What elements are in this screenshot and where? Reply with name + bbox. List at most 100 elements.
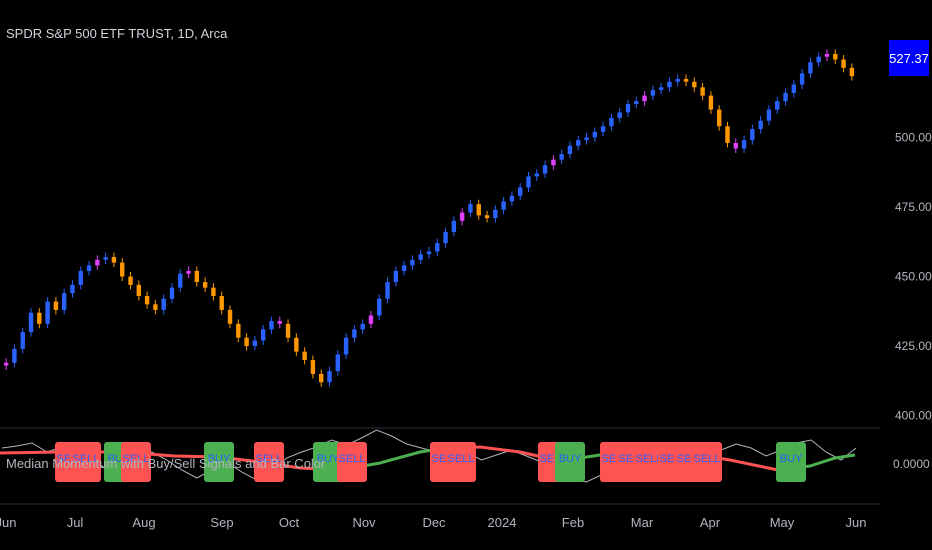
- time-tick-label: Nov: [352, 515, 376, 530]
- candle-body: [692, 81, 697, 88]
- candle-body: [658, 87, 664, 91]
- candle-body: [252, 340, 258, 347]
- sell-signal-label: SELL: [73, 453, 100, 465]
- buy-signal-label: BUY: [780, 453, 803, 465]
- candle-body: [310, 360, 316, 374]
- candle-body: [667, 81, 672, 88]
- candle-body: [476, 204, 481, 216]
- candle-body: [45, 301, 50, 324]
- candle-body: [824, 53, 830, 57]
- candle-body: [20, 332, 25, 349]
- candle-body: [327, 371, 332, 383]
- candle-body: [260, 329, 266, 341]
- sell-signal-label: SELL: [636, 453, 663, 465]
- candle-body: [53, 301, 59, 310]
- candle-body: [377, 298, 382, 316]
- buy-signal-box: [555, 442, 585, 482]
- candle-body: [708, 95, 714, 110]
- candle-body: [3, 362, 9, 366]
- time-tick-label: Mar: [631, 515, 654, 530]
- candle-body: [683, 78, 689, 82]
- candle-body: [393, 270, 399, 283]
- candle-body: [493, 209, 498, 219]
- candle-body: [319, 373, 324, 383]
- candle-body: [501, 201, 506, 210]
- candle-body: [277, 321, 282, 324]
- candlestick-series: [3, 49, 855, 387]
- price-tick-label: 450.00: [895, 270, 932, 284]
- candle-body: [169, 287, 175, 299]
- candle-body: [426, 251, 432, 255]
- candle-body: [600, 126, 606, 132]
- time-tick-label: Feb: [562, 515, 584, 530]
- candle-body: [12, 348, 17, 363]
- candle-body: [518, 187, 523, 196]
- price-axis[interactable]: 400.00 425.00 450.00 475.00 500.00 0.0000: [893, 130, 932, 471]
- sell-signal-label: SELL: [694, 453, 721, 465]
- candle-body: [368, 315, 374, 324]
- sell-signal-label: SELL: [448, 453, 475, 465]
- time-tick-label: Dec: [422, 515, 446, 530]
- time-tick-label: May: [770, 515, 795, 530]
- candle-body: [343, 337, 349, 355]
- candle-body: [799, 73, 805, 85]
- sell-signal-box: [254, 442, 284, 482]
- candle-body: [783, 92, 788, 102]
- price-tick-label: 425.00: [895, 339, 932, 353]
- indicator-title: Median Momentum with Buy/Sell Signals an…: [6, 456, 326, 471]
- candle-body: [186, 270, 191, 274]
- candle-body: [808, 62, 813, 74]
- candle-body: [443, 232, 448, 244]
- candle-body: [675, 78, 680, 82]
- candle-body: [352, 329, 357, 338]
- chart-title: SPDR S&P 500 ETF TRUST, 1D, Arca: [6, 26, 228, 41]
- candle-body: [526, 176, 531, 188]
- buy-signal-box: [776, 442, 806, 482]
- candle-body: [559, 154, 564, 160]
- indicator-tick-label: 0.0000: [893, 457, 930, 471]
- time-axis[interactable]: Jun Jul Aug Sep Oct Nov Dec 2024 Feb Mar Apr May Jun: [0, 515, 866, 530]
- candle-body: [733, 142, 738, 149]
- candle-body: [178, 273, 183, 288]
- candle-body: [484, 215, 490, 219]
- sell-signal-box: [121, 442, 151, 482]
- candle-body: [584, 137, 589, 141]
- buy-signal-box: [313, 442, 343, 482]
- candle-body: [37, 312, 42, 324]
- candle-body: [609, 117, 614, 127]
- candle-body: [269, 321, 274, 330]
- candle-body: [542, 165, 548, 174]
- candle-body: [849, 67, 855, 77]
- candle-body: [103, 257, 108, 260]
- sell-signal-label: SELL: [339, 453, 366, 465]
- candle-body: [625, 104, 631, 113]
- candle-body: [236, 323, 241, 338]
- candle-body: [418, 254, 423, 260]
- price-tick-label: 475.00: [895, 200, 932, 214]
- time-tick-label: Jun: [0, 515, 16, 530]
- candle-body: [244, 337, 249, 347]
- candle-body: [700, 87, 705, 96]
- candle-body: [285, 323, 291, 338]
- time-tick-label: Aug: [132, 515, 155, 530]
- candle-body: [509, 195, 515, 202]
- candle-body: [435, 243, 440, 252]
- last-price-tag: 527.37: [889, 40, 929, 76]
- candle-body: [136, 284, 142, 296]
- sell-signal-box: [337, 442, 367, 482]
- time-tick-label: 2024: [488, 515, 517, 530]
- candle-body: [294, 337, 299, 352]
- sell-signal-box: [71, 442, 101, 482]
- buy-signal-label: BUY: [317, 453, 340, 465]
- candle-body: [567, 145, 573, 155]
- candle-body: [70, 284, 75, 294]
- sell-signal-box: [692, 442, 722, 482]
- price-tick-label: 400.00: [895, 409, 932, 423]
- candle-body: [459, 212, 465, 221]
- candle-body: [128, 276, 133, 285]
- candle-body: [758, 120, 763, 130]
- candle-body: [725, 126, 730, 143]
- candle-body: [816, 56, 821, 63]
